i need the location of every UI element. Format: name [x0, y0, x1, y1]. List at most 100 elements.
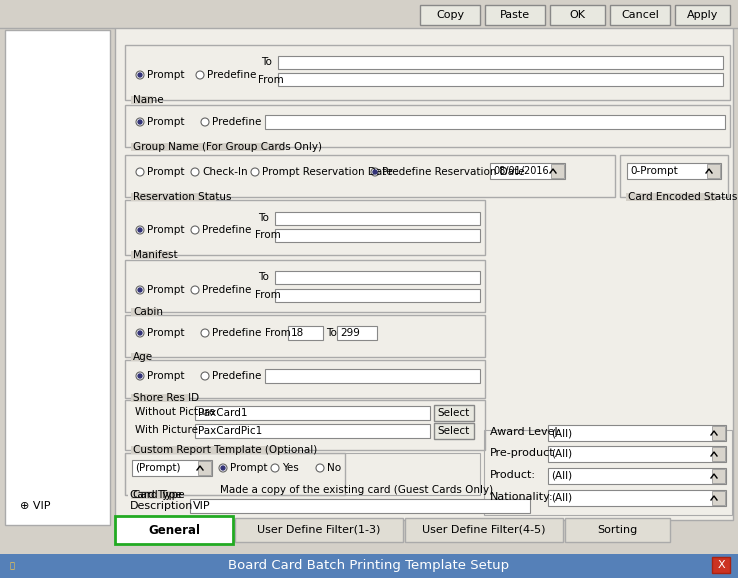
Bar [675, 5, 730, 25]
Text: Prompt: Prompt [147, 371, 184, 381]
Bar [548, 490, 726, 506]
Bar [275, 229, 480, 242]
Text: Prompt: Prompt [147, 328, 184, 338]
Bar [131, 308, 157, 316]
Text: To: To [258, 213, 269, 223]
Bar [125, 453, 345, 495]
Text: From: From [255, 230, 280, 240]
Text: Without Picture: Without Picture [135, 407, 215, 417]
Circle shape [201, 329, 209, 337]
Circle shape [373, 170, 377, 174]
Bar [125, 105, 730, 147]
Bar [0, 554, 738, 578]
Text: To: To [326, 328, 337, 338]
Text: OK: OK [570, 10, 585, 20]
Text: (All): (All) [551, 449, 572, 459]
Text: Card Encoded Status: Card Encoded Status [628, 192, 737, 202]
Bar [434, 423, 474, 439]
Text: From: From [258, 75, 283, 85]
Bar [484, 430, 732, 515]
Text: 299: 299 [340, 328, 360, 338]
Text: Pre-product: Pre-product [490, 448, 555, 458]
Text: Card Type: Card Type [130, 490, 182, 500]
Text: User Define Filter(1-3): User Define Filter(1-3) [258, 525, 381, 535]
Text: From: From [255, 290, 280, 300]
Circle shape [136, 329, 144, 337]
Bar [131, 353, 148, 361]
Bar [195, 406, 430, 420]
Text: Description: Description [130, 501, 193, 511]
Text: PaxCard1: PaxCard1 [198, 408, 247, 418]
Text: 08/01/2016: 08/01/2016 [493, 166, 548, 176]
Text: Apply: Apply [687, 10, 718, 20]
Circle shape [138, 331, 142, 335]
Text: (All): (All) [551, 471, 572, 481]
Circle shape [138, 374, 142, 378]
Bar [626, 193, 716, 201]
Text: Select: Select [438, 408, 470, 418]
Circle shape [371, 168, 379, 176]
Circle shape [201, 118, 209, 126]
Text: (Prompt): (Prompt) [135, 463, 181, 473]
Bar [275, 212, 480, 225]
Bar [125, 400, 485, 450]
Bar [712, 469, 725, 483]
Circle shape [136, 286, 144, 294]
Bar [420, 5, 480, 25]
Text: Predefine: Predefine [202, 225, 252, 235]
Text: Name: Name [133, 95, 164, 105]
Bar [550, 5, 605, 25]
Bar [712, 426, 725, 440]
Circle shape [219, 464, 227, 472]
Bar [337, 326, 377, 340]
Bar [551, 164, 564, 178]
Text: (All): (All) [551, 428, 572, 438]
Circle shape [138, 288, 142, 292]
Bar [278, 73, 723, 86]
Bar [132, 460, 212, 476]
Text: Prompt Reservation Date: Prompt Reservation Date [262, 167, 393, 177]
Bar [275, 271, 480, 284]
Bar [490, 163, 565, 179]
Text: User Define Filter(4-5): User Define Filter(4-5) [422, 525, 545, 535]
Bar [707, 164, 720, 178]
Bar [0, 0, 738, 28]
Text: Paste: Paste [500, 10, 530, 20]
Text: Nationality:: Nationality: [490, 492, 554, 502]
Circle shape [221, 466, 225, 470]
Circle shape [271, 464, 279, 472]
Bar [125, 45, 730, 100]
Circle shape [251, 168, 259, 176]
Circle shape [136, 372, 144, 380]
Bar [125, 260, 485, 312]
Text: VIP: VIP [193, 501, 210, 511]
Bar [278, 56, 723, 69]
Text: Group Name (For Group Cards Only): Group Name (For Group Cards Only) [133, 142, 322, 152]
Bar [265, 369, 480, 383]
Bar [131, 251, 171, 259]
Text: Product:: Product: [490, 470, 536, 480]
Text: (All): (All) [551, 493, 572, 503]
Text: Prompt: Prompt [147, 167, 184, 177]
Bar [128, 491, 175, 499]
Bar [2, 556, 22, 576]
Text: Predefine Reservation Date: Predefine Reservation Date [382, 167, 525, 177]
Text: PaxCardPic1: PaxCardPic1 [198, 426, 262, 436]
Text: Prompt: Prompt [147, 225, 184, 235]
Circle shape [136, 168, 144, 176]
Text: Cancel: Cancel [621, 10, 659, 20]
Text: Award Level:: Award Level: [490, 427, 562, 437]
Bar [620, 155, 728, 197]
Circle shape [136, 71, 144, 79]
Bar [548, 446, 726, 462]
Bar [627, 163, 721, 179]
Text: With Picture: With Picture [135, 425, 198, 435]
Text: Reservation Status: Reservation Status [133, 192, 232, 202]
Circle shape [138, 73, 142, 77]
Circle shape [138, 120, 142, 124]
Circle shape [191, 286, 199, 294]
Bar [5, 30, 110, 525]
Text: Check-In: Check-In [202, 167, 248, 177]
Text: Prompt: Prompt [147, 117, 184, 127]
Bar [0, 554, 738, 578]
